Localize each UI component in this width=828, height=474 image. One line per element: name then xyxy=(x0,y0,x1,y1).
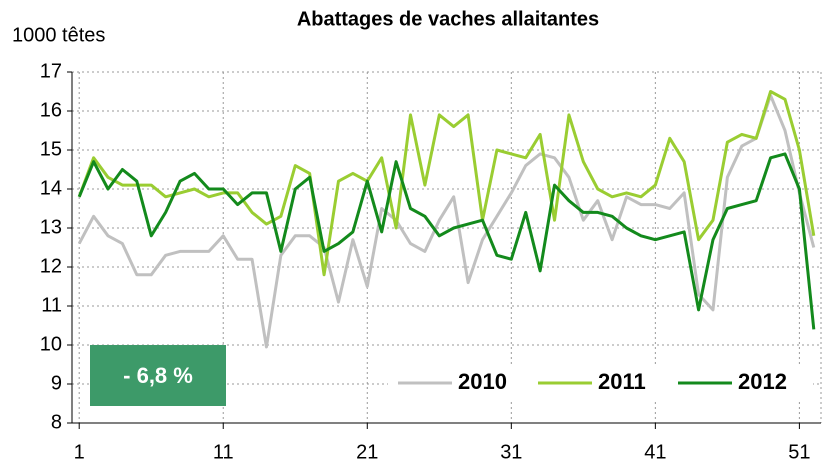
legend-box xyxy=(388,366,813,400)
annotation-box xyxy=(90,345,226,406)
y-tick-label: 14 xyxy=(40,177,62,199)
y-tick-label: 9 xyxy=(51,372,62,394)
y-tick-label: 8 xyxy=(51,411,62,433)
series-line xyxy=(77,152,816,330)
y-tick-label: 11 xyxy=(41,294,62,316)
chart-title: Abattages de vaches allaitantes xyxy=(297,8,599,30)
y-tick-label: 13 xyxy=(40,216,62,238)
legend-label: 2011 xyxy=(598,369,646,394)
annotation: - 6,8 % xyxy=(123,363,193,388)
y-tick-label: 10 xyxy=(40,333,62,355)
x-tick-label: 41 xyxy=(644,441,666,463)
legend-label: 2010 xyxy=(458,369,507,394)
legend-label: 2012 xyxy=(738,369,787,394)
y-axis-label: 1000 têtes xyxy=(12,24,105,46)
y-tick-label: 12 xyxy=(40,255,62,277)
y-tick-label: 17 xyxy=(40,60,62,82)
series-line xyxy=(77,90,816,277)
x-tick-label: 31 xyxy=(500,441,522,463)
x-tick-label: 21 xyxy=(356,441,378,463)
series-line xyxy=(77,93,816,349)
y-tick-label: 15 xyxy=(40,138,62,160)
x-tick-label: 11 xyxy=(213,441,234,463)
y-tick-label: 16 xyxy=(40,99,62,121)
x-tick-label: 1 xyxy=(74,441,85,463)
x-tick-label: 51 xyxy=(788,441,810,463)
